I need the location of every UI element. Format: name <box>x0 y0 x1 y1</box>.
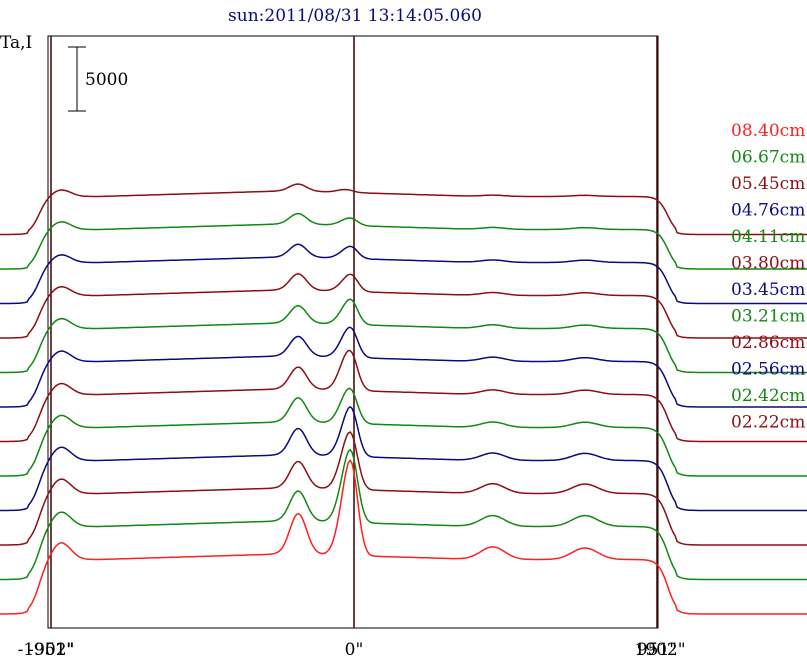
scale-bar: 5000 <box>68 46 128 112</box>
legend-entry: 04.76cm <box>731 201 805 221</box>
x-tick-label: -951" <box>28 640 74 660</box>
spectrum-line-03.21cm <box>0 298 807 374</box>
legend-entry: 03.45cm <box>731 280 805 300</box>
legend-entry: 06.67cm <box>731 148 805 168</box>
spectrum-line-08.40cm <box>0 458 807 615</box>
legend-entry: 05.45cm <box>731 174 805 194</box>
x-tick-label: -1902" <box>18 640 75 660</box>
chart-title: sun:2011/08/31 13:14:05.060 <box>228 6 482 26</box>
spectrum-line-02.56cm <box>0 243 807 305</box>
spectrum-line-04.11cm <box>0 387 807 477</box>
x-tick-labels: -1902"-951" 0" 951"1902" <box>18 640 686 660</box>
legend: 08.40cm 06.67cm 05.45cm 04.76cm 04.11cm 03.80… <box>731 121 805 433</box>
legend-entry: 03.80cm <box>731 254 805 274</box>
spectrum-line-02.86cm <box>0 273 807 339</box>
legend-entry: 02.22cm <box>731 413 805 433</box>
legend-entry: 02.42cm <box>731 386 805 406</box>
y-axis-label: Ta,I <box>0 33 32 53</box>
legend-entry: 03.21cm <box>731 307 805 327</box>
spectrum-line-02.22cm <box>0 183 807 236</box>
spectrum-line-05.45cm <box>0 431 807 546</box>
spectrum-line-03.80cm <box>0 349 807 443</box>
x-tick-label: 951" <box>637 640 677 660</box>
plot-frame <box>47 35 659 629</box>
spectrum-line-06.67cm <box>0 448 807 581</box>
spectrum-line-04.76cm <box>0 405 807 512</box>
scale-bar-label: 5000 <box>85 70 128 90</box>
spectrum-line-03.45cm <box>0 326 807 408</box>
spectrum-line-02.42cm <box>0 212 807 270</box>
legend-entry: 02.86cm <box>731 333 805 353</box>
spectrum-curves <box>0 183 807 615</box>
x-tick-label: 1902" <box>634 640 685 660</box>
legend-entry: 08.40cm <box>731 121 805 141</box>
legend-entry: 02.56cm <box>731 360 805 380</box>
x-tick-label: 0" <box>345 640 364 660</box>
legend-entry: 04.11cm <box>731 227 805 247</box>
